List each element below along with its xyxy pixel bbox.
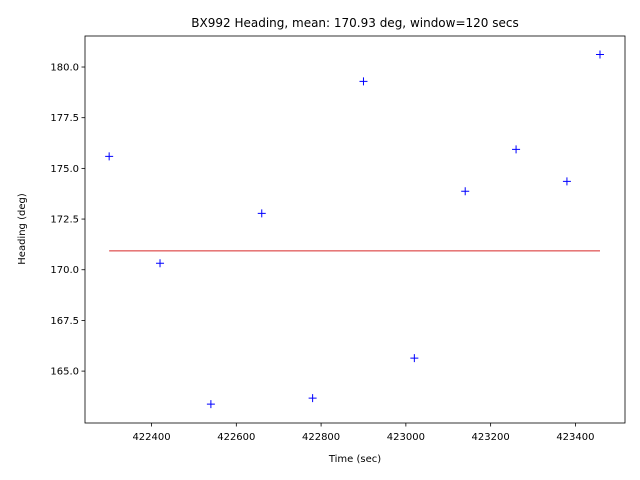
x-tick-label: 422600 bbox=[217, 432, 255, 443]
y-tick-label: 172.5 bbox=[50, 215, 79, 226]
data-point bbox=[595, 50, 604, 59]
y-tick-label: 165.0 bbox=[50, 367, 79, 378]
x-tick-label: 423200 bbox=[472, 432, 510, 443]
x-tick-label: 422800 bbox=[302, 432, 340, 443]
y-tick-label: 177.5 bbox=[50, 113, 79, 124]
data-point bbox=[257, 209, 266, 218]
y-tick-label: 170.0 bbox=[50, 265, 79, 276]
data-point bbox=[156, 259, 165, 268]
y-tick-label: 167.5 bbox=[50, 316, 79, 327]
plot-frame bbox=[84, 35, 626, 424]
data-point bbox=[562, 177, 571, 186]
x-tick-label: 423000 bbox=[387, 432, 425, 443]
data-point bbox=[105, 152, 114, 161]
data-point bbox=[359, 77, 368, 86]
x-tick-label: 422400 bbox=[132, 432, 170, 443]
data-point bbox=[410, 354, 419, 363]
data-point bbox=[308, 394, 317, 403]
x-tick-label: 423400 bbox=[556, 432, 594, 443]
data-point bbox=[512, 145, 521, 154]
data-point bbox=[461, 187, 470, 196]
data-point bbox=[206, 400, 215, 409]
x-axis-label: Time (sec) bbox=[328, 454, 381, 465]
y-axis-label: Heading (deg) bbox=[17, 193, 28, 265]
y-tick-label: 180.0 bbox=[50, 63, 79, 74]
y-tick-label: 175.0 bbox=[50, 164, 79, 175]
chart-title: BX992 Heading, mean: 170.93 deg, window=… bbox=[191, 16, 518, 30]
